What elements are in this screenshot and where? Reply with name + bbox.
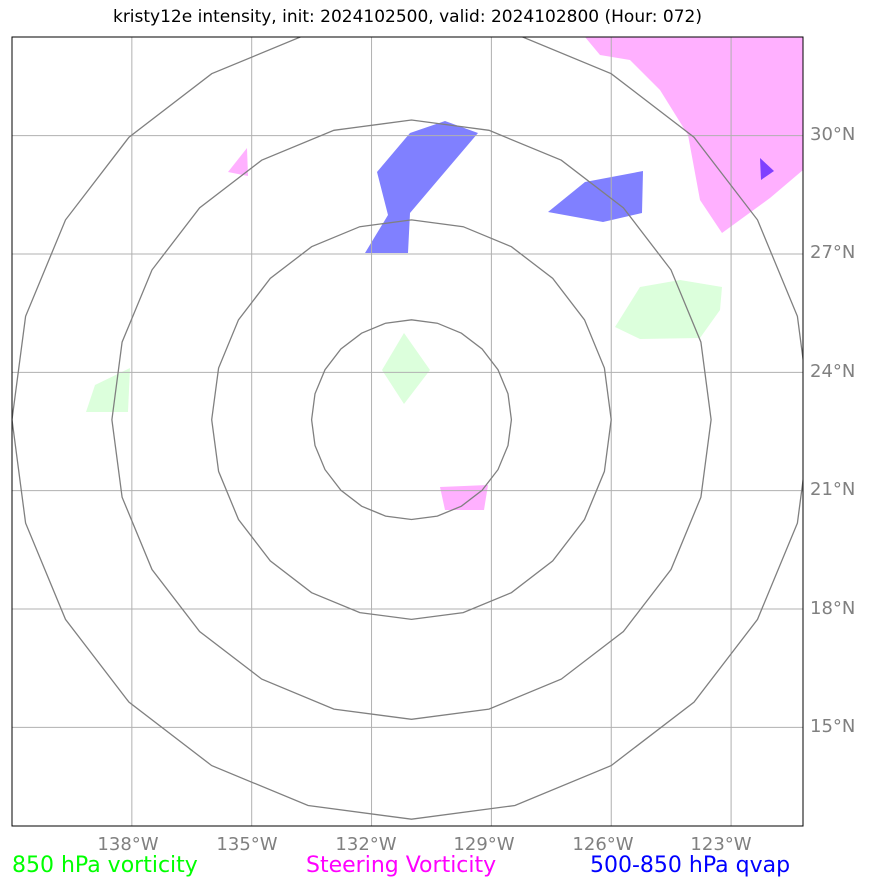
lat-tick-label: 15°N (810, 716, 855, 737)
lat-tick-label: 18°N (810, 598, 855, 619)
qvap-region (548, 171, 643, 222)
map-title: kristy12e intensity, init: 2024102500, v… (112, 7, 703, 27)
steering-vorticity-region (228, 148, 248, 176)
lon-tick-label: 126°W (572, 834, 633, 855)
lon-tick-label: 123°W (690, 834, 751, 855)
longitude-labels: 138°W 135°W 132°W 129°W 126°W 123°W (97, 834, 751, 855)
range-ring (12, 37, 803, 820)
lat-tick-label: 30°N (810, 124, 855, 145)
latitude-labels: 30°N 27°N 24°N 21°N 18°N 15°N (810, 124, 855, 737)
legend-steering-vorticity: Steering Vorticity (306, 853, 497, 878)
range-ring (310, 319, 513, 521)
legend-qvap: 500-850 hPa qvap (590, 853, 791, 878)
lat-tick-label: 27°N (810, 242, 855, 263)
steering-vorticity-region (440, 485, 488, 510)
vorticity-850-region (382, 333, 430, 404)
graticule (12, 37, 803, 826)
vorticity-850-region (86, 368, 130, 412)
range-ring (211, 219, 612, 621)
vorticity-850-region (615, 280, 722, 339)
steering-vorticity-region (585, 37, 803, 233)
lon-tick-label: 129°W (453, 834, 514, 855)
qvap-region (365, 121, 478, 253)
legend-850-vorticity: 850 hPa vorticity (12, 853, 198, 878)
vorticity-850-regions (86, 280, 722, 412)
lon-tick-label: 135°W (216, 834, 277, 855)
lon-tick-label: 138°W (97, 834, 158, 855)
qvap-regions (365, 121, 774, 253)
lon-tick-label: 132°W (335, 834, 396, 855)
range-rings (12, 37, 803, 820)
map-frame (11, 36, 804, 827)
qvap-region (760, 158, 774, 180)
lat-tick-label: 21°N (810, 479, 855, 500)
range-ring (111, 119, 712, 720)
lat-tick-label: 24°N (810, 361, 855, 382)
steering-vorticity-regions (228, 37, 803, 510)
